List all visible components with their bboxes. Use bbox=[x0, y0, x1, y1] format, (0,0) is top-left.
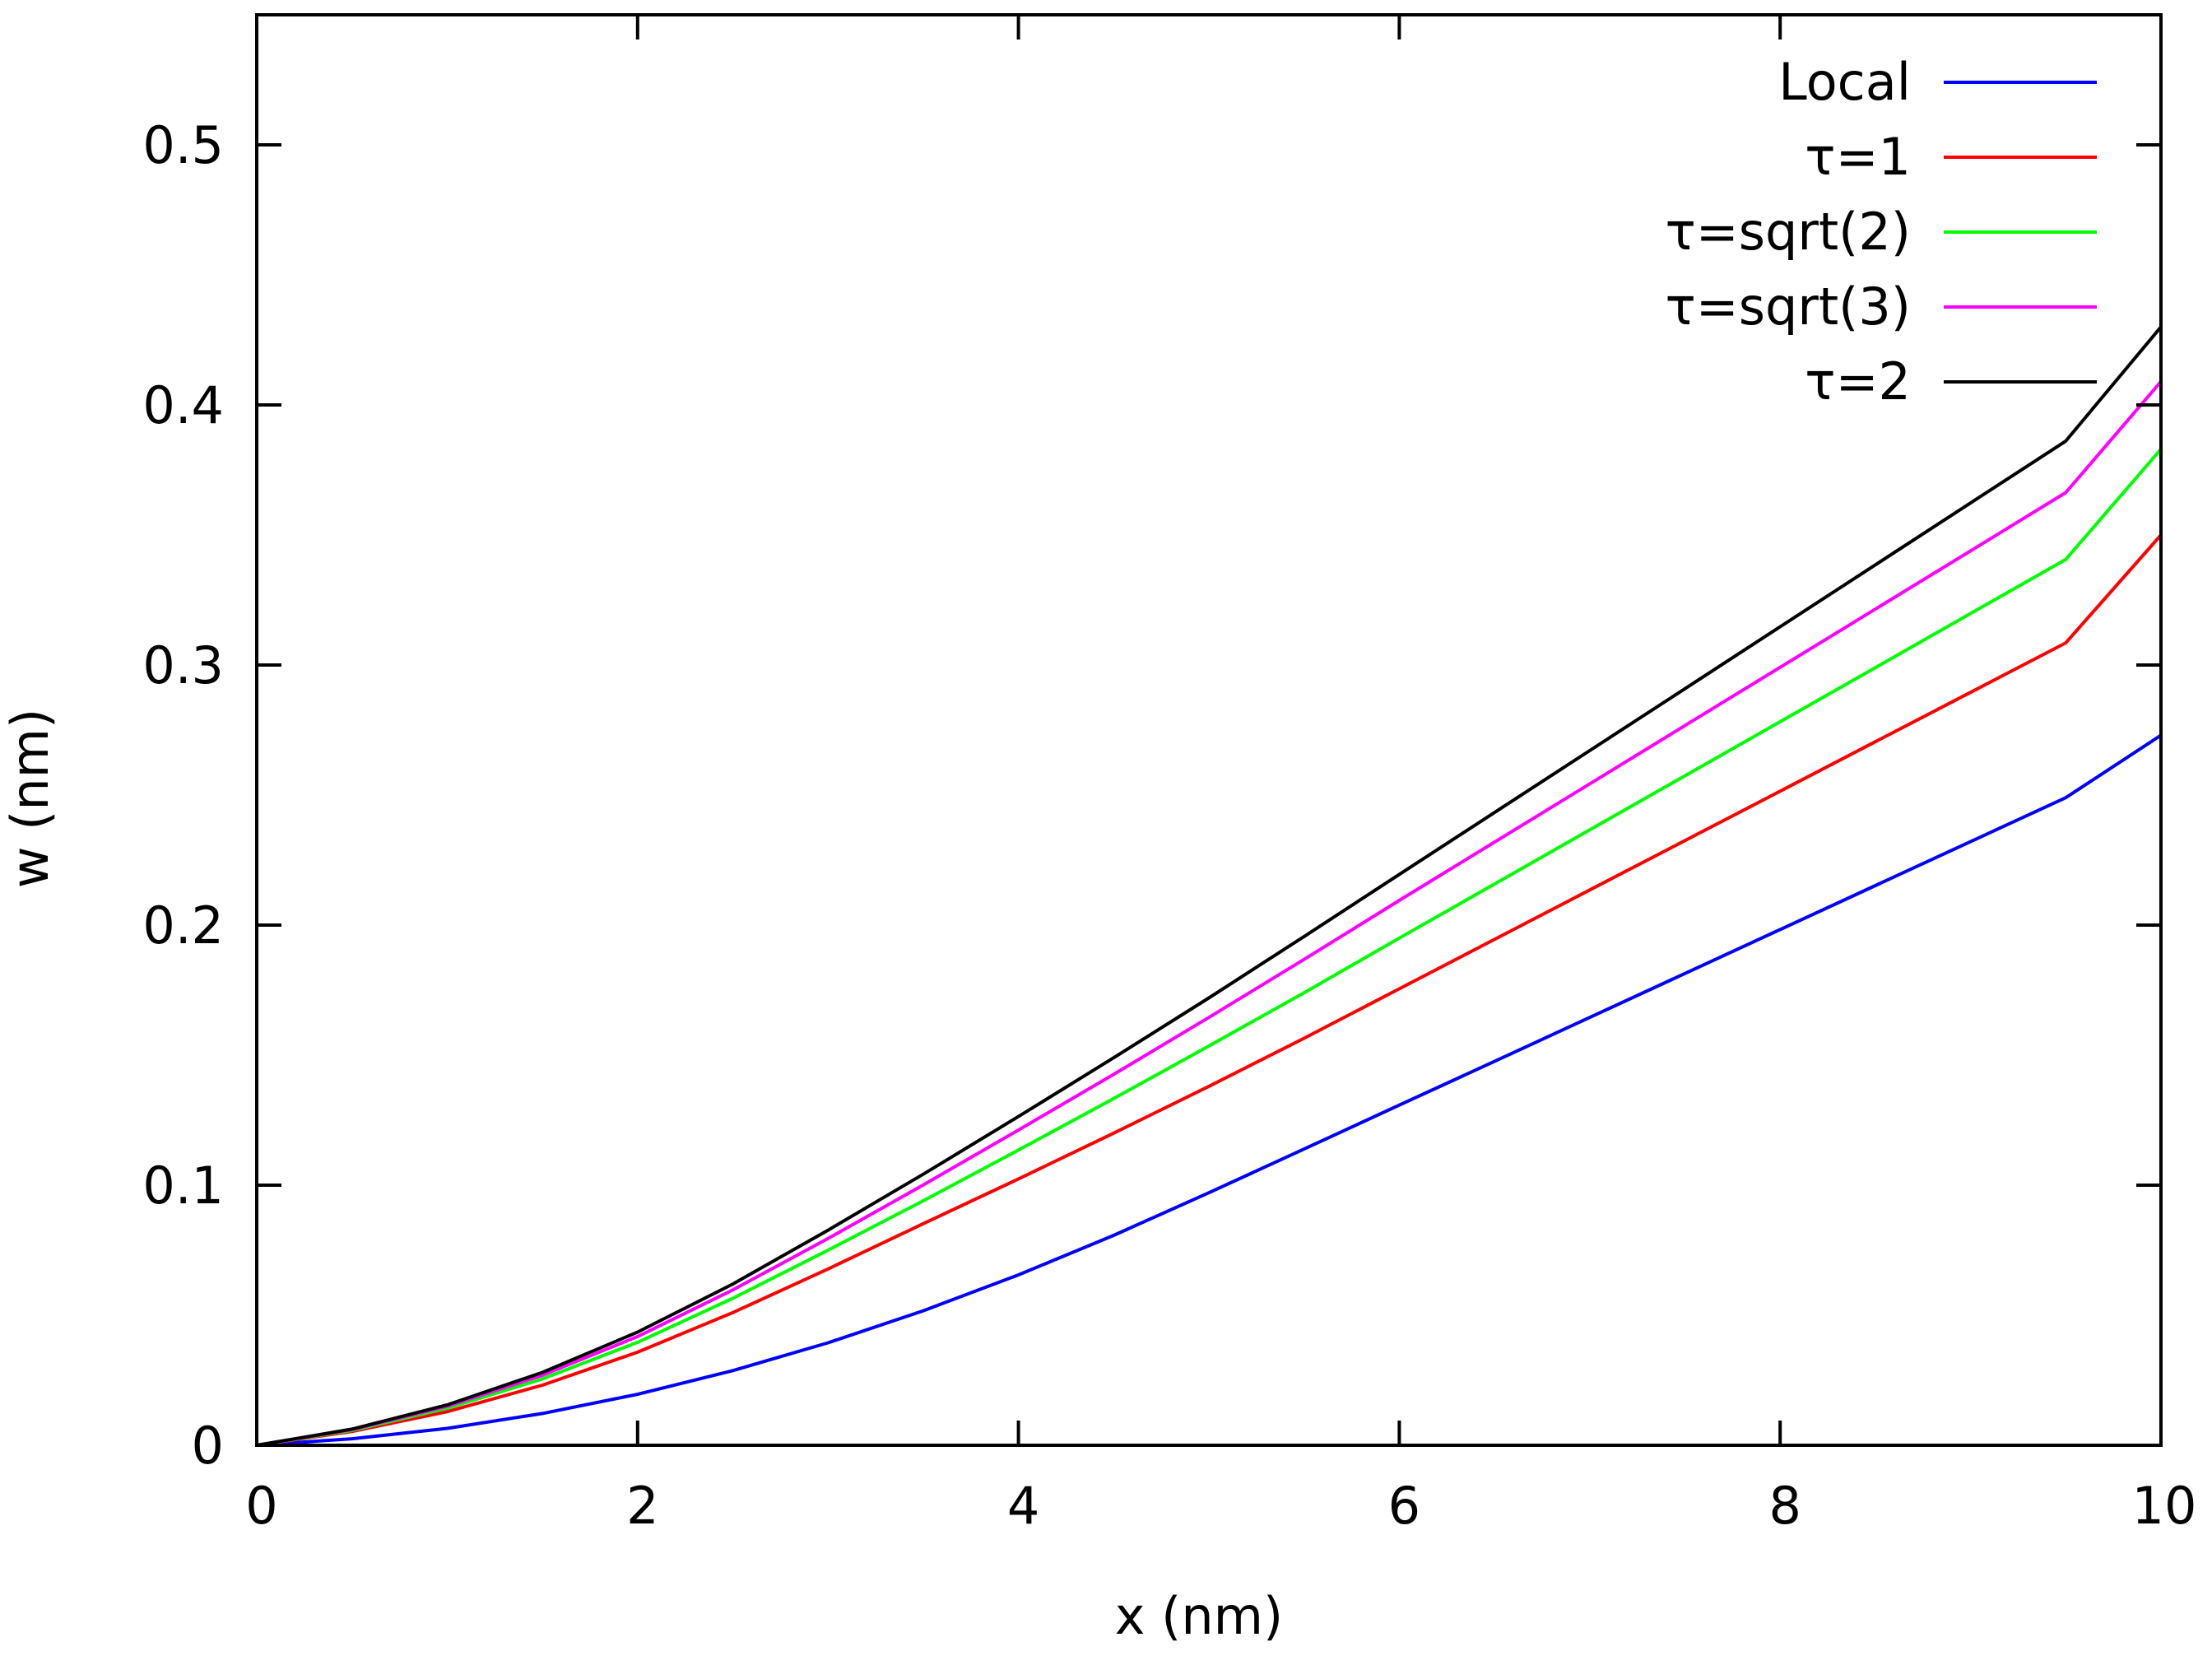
series-line-2 bbox=[255, 447, 2163, 1447]
series-line-1 bbox=[255, 533, 2163, 1447]
legend-item: τ=sqrt(3) bbox=[1665, 277, 2097, 337]
legend-item: τ=1 bbox=[1805, 127, 2097, 187]
plot-frame bbox=[255, 13, 2163, 1447]
x-tick-label: 4 bbox=[1007, 1476, 1039, 1536]
y-tick-label: 0.4 bbox=[142, 375, 224, 435]
legend: Local τ=1 τ=sqrt(2) τ=sqrt(3) τ=2 bbox=[1665, 52, 2097, 412]
legend-item: τ=sqrt(2) bbox=[1665, 202, 2097, 262]
series-line-4 bbox=[255, 325, 2163, 1447]
plot-background bbox=[257, 15, 2161, 1445]
x-tick-label: 0 bbox=[245, 1476, 277, 1536]
x-tick-label: 2 bbox=[626, 1476, 658, 1536]
legend-item: τ=2 bbox=[1805, 351, 2097, 412]
y-tick-label: 0.1 bbox=[142, 1156, 224, 1216]
series-line-0 bbox=[255, 733, 2163, 1447]
series-layer bbox=[255, 325, 2163, 1447]
x-tick-label: 10 bbox=[2132, 1476, 2197, 1536]
y-tick-label: 0.3 bbox=[142, 635, 224, 695]
legend-label: τ=2 bbox=[1805, 351, 1911, 412]
legend-label: τ=sqrt(3) bbox=[1665, 277, 1911, 337]
legend-item: Local bbox=[1778, 52, 2097, 112]
x-axis-label: x (nm) bbox=[1115, 1586, 1283, 1646]
legend-label: τ=1 bbox=[1805, 127, 1911, 187]
x-tick-label: 8 bbox=[1768, 1476, 1801, 1536]
plot-area bbox=[257, 15, 2161, 1445]
y-tick-label: 0.2 bbox=[142, 895, 224, 956]
series-line-3 bbox=[255, 379, 2163, 1447]
legend-label: Local bbox=[1778, 52, 1911, 112]
y-tick-label: 0 bbox=[192, 1416, 224, 1476]
axes-layer: 0 2 4 6 8 10 0 0.1 0.2 0.3 0.4 0.5 bbox=[142, 13, 2197, 1536]
x-tick-label: 6 bbox=[1388, 1476, 1420, 1536]
legend-label: τ=sqrt(2) bbox=[1665, 202, 1911, 262]
y-tick-label: 0.5 bbox=[142, 115, 224, 175]
y-axis-label: w (nm) bbox=[0, 709, 60, 888]
